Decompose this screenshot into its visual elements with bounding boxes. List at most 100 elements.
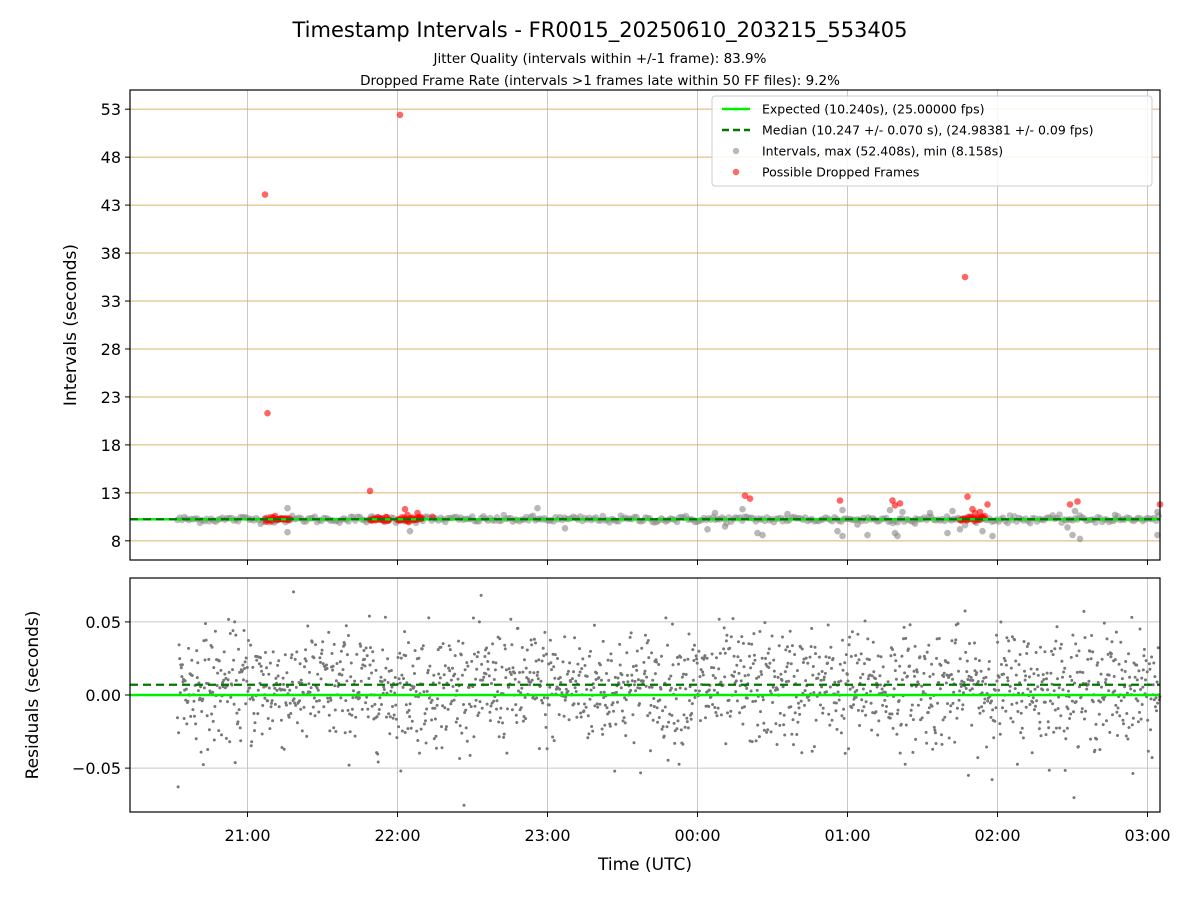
residual-point bbox=[325, 664, 328, 667]
residual-point bbox=[587, 732, 590, 735]
residual-point bbox=[988, 660, 991, 663]
residual-point bbox=[1063, 730, 1066, 733]
residual-point bbox=[403, 630, 406, 633]
residual-point bbox=[941, 743, 944, 746]
residual-point bbox=[553, 739, 556, 742]
residual-point bbox=[315, 700, 318, 703]
residual-point bbox=[768, 647, 771, 650]
residual-point bbox=[629, 636, 632, 639]
residual-point bbox=[879, 683, 882, 686]
dropped-frame-point bbox=[747, 495, 754, 502]
residual-point bbox=[840, 731, 843, 734]
residual-point bbox=[620, 686, 623, 689]
interval-point bbox=[1056, 511, 1063, 518]
residual-point bbox=[265, 666, 268, 669]
residual-point bbox=[1047, 720, 1050, 723]
dropped-frame-point bbox=[897, 500, 904, 507]
residual-point bbox=[937, 681, 940, 684]
residual-point bbox=[512, 666, 515, 669]
residual-point bbox=[958, 699, 961, 702]
residual-point bbox=[949, 704, 952, 707]
residual-point bbox=[943, 672, 946, 675]
residual-point bbox=[377, 712, 380, 715]
residual-point bbox=[634, 689, 637, 692]
residual-point bbox=[818, 656, 821, 659]
residual-point bbox=[979, 712, 982, 715]
residual-point bbox=[290, 653, 293, 656]
residual-point bbox=[231, 668, 234, 671]
residual-point bbox=[745, 687, 748, 690]
residual-point bbox=[733, 655, 736, 658]
residual-point bbox=[1043, 650, 1046, 653]
residual-point bbox=[456, 717, 459, 720]
residual-point bbox=[1027, 642, 1030, 645]
residual-point bbox=[763, 729, 766, 732]
residual-point bbox=[520, 706, 523, 709]
residual-point bbox=[365, 647, 368, 650]
residual-point bbox=[664, 616, 667, 619]
residual-point bbox=[1067, 690, 1070, 693]
residual-point bbox=[582, 709, 585, 712]
residual-point bbox=[404, 654, 407, 657]
residual-point bbox=[271, 719, 274, 722]
residual-point bbox=[1141, 703, 1144, 706]
residual-point bbox=[942, 718, 945, 721]
residual-point bbox=[1009, 685, 1012, 688]
residual-point bbox=[1054, 709, 1057, 712]
residual-point bbox=[1028, 675, 1031, 678]
residual-point bbox=[673, 742, 676, 745]
residual-point bbox=[1114, 658, 1117, 661]
residual-point bbox=[684, 687, 687, 690]
residual-point bbox=[917, 704, 920, 707]
residual-point bbox=[643, 672, 646, 675]
residual-point bbox=[729, 715, 732, 718]
residual-point bbox=[237, 648, 240, 651]
residual-point bbox=[889, 717, 892, 720]
residual-point bbox=[625, 698, 628, 701]
residual-point bbox=[1107, 689, 1110, 692]
residual-point bbox=[185, 688, 188, 691]
residual-point bbox=[792, 743, 795, 746]
residual-point bbox=[1157, 646, 1160, 649]
residual-point bbox=[1147, 750, 1150, 753]
residual-point bbox=[271, 699, 274, 702]
residual-point bbox=[894, 659, 897, 662]
residual-point bbox=[952, 691, 955, 694]
residual-point bbox=[562, 660, 565, 663]
residual-point bbox=[243, 629, 246, 632]
residual-point bbox=[432, 674, 435, 677]
interval-point bbox=[912, 520, 919, 527]
residual-point bbox=[1140, 677, 1143, 680]
residual-point bbox=[282, 683, 285, 686]
residual-point bbox=[977, 680, 980, 683]
residual-point bbox=[529, 671, 532, 674]
residual-point bbox=[575, 690, 578, 693]
residual-point bbox=[282, 677, 285, 680]
residual-point bbox=[913, 670, 916, 673]
residual-point bbox=[624, 721, 627, 724]
interval-point bbox=[1112, 512, 1119, 519]
residual-point bbox=[371, 705, 374, 708]
residual-point bbox=[631, 679, 634, 682]
interval-point bbox=[759, 532, 766, 539]
residual-point bbox=[498, 637, 501, 640]
residual-point bbox=[632, 665, 635, 668]
residual-point bbox=[428, 697, 431, 700]
residual-point bbox=[499, 716, 502, 719]
residual-point bbox=[543, 631, 546, 634]
residual-point bbox=[212, 666, 215, 669]
residual-point bbox=[227, 678, 230, 681]
residual-point bbox=[183, 717, 186, 720]
residual-point bbox=[749, 666, 752, 669]
residual-point bbox=[342, 668, 345, 671]
interval-point bbox=[1069, 532, 1076, 539]
residual-point bbox=[219, 669, 222, 672]
residual-point bbox=[648, 712, 651, 715]
residual-point bbox=[796, 721, 799, 724]
dropped-frame-point bbox=[964, 493, 971, 500]
residual-point bbox=[1037, 712, 1040, 715]
residual-point bbox=[835, 702, 838, 705]
residual-point bbox=[850, 706, 853, 709]
residual-point bbox=[567, 690, 570, 693]
residual-point bbox=[586, 736, 589, 739]
